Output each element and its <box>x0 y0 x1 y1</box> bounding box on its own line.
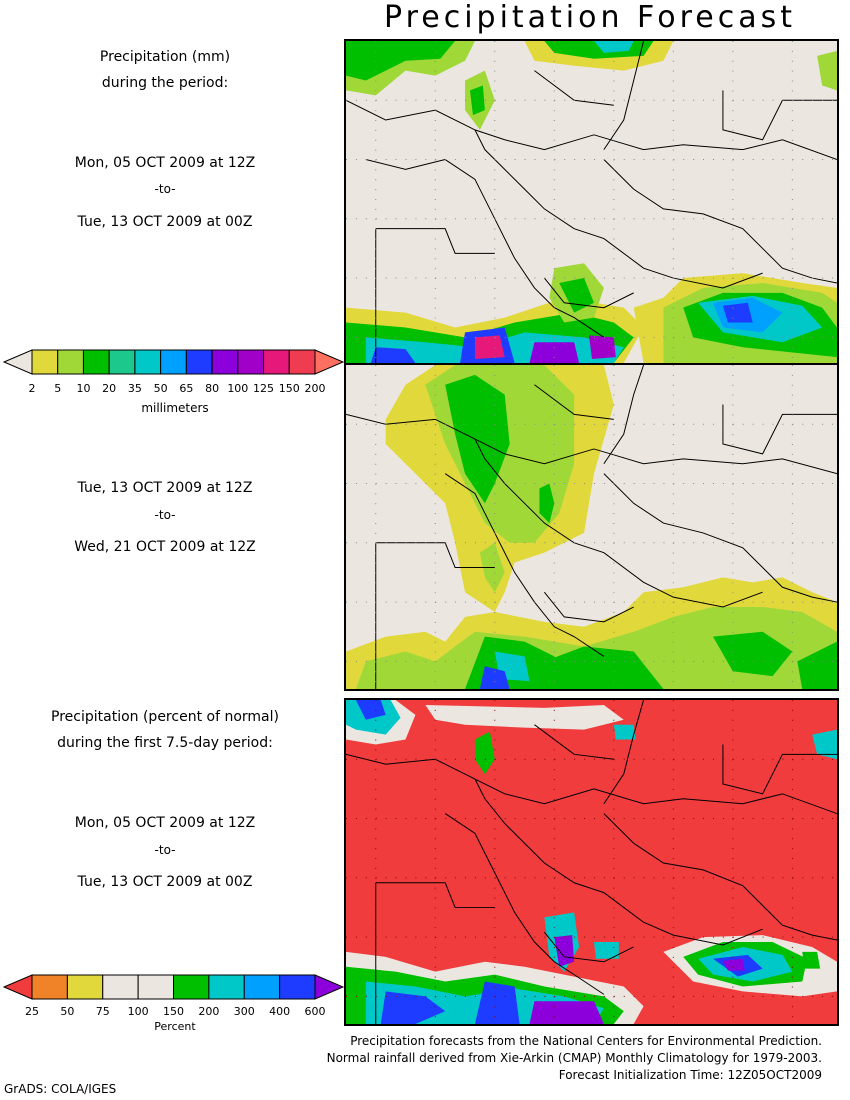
colorbar-mm-swatch <box>2 349 33 375</box>
colorbar-percent-swatch <box>137 974 174 1000</box>
colorbar-mm-tick-label: 65 <box>179 382 193 395</box>
precip-shading <box>346 41 837 363</box>
section2-to: -to- <box>154 508 176 522</box>
colorbar-percent: 25 50 75 100 150 200 300 400 600 Percent <box>0 973 345 1035</box>
colorbar-mm-swatch <box>263 349 290 375</box>
percent-shading <box>346 700 837 1024</box>
map-panel-week2-precip <box>344 363 839 691</box>
colorbar-percent-swatch <box>31 974 68 1000</box>
colorbar-mm-tick-label: 150 <box>279 382 300 395</box>
colorbar-mm-swatch <box>314 349 345 375</box>
section1-heading-line1: Precipitation (mm) <box>99 49 231 65</box>
colorbar-percent-tick-label: 200 <box>198 1005 219 1018</box>
colorbar-mm-tick-label: 5 <box>54 382 61 395</box>
section1-end-date: Tue, 13 OCT 2009 at 00Z <box>77 214 253 230</box>
footer-line1: Precipitation forecasts from the Nationa… <box>350 1034 822 1048</box>
section3-to: -to- <box>154 843 176 857</box>
colorbar-percent-tick-label: 600 <box>305 1005 326 1018</box>
colorbar-percent-tick-label: 50 <box>60 1005 74 1018</box>
colorbar-mm-tick-label: 2 <box>29 382 36 395</box>
section3-end-date: Tue, 13 OCT 2009 at 00Z <box>77 874 253 890</box>
colorbar-mm-swatch <box>82 349 110 375</box>
colorbar-mm-swatch <box>160 349 187 375</box>
colorbar-mm-swatch <box>108 349 136 375</box>
colorbar-mm-tick-label: 20 <box>102 382 116 395</box>
colorbar-percent-swatch <box>173 974 210 1000</box>
colorbar-mm-swatch <box>185 349 213 375</box>
colorbar-mm-tick-label: 80 <box>205 382 219 395</box>
colorbar-mm-swatch <box>288 349 316 375</box>
colorbar-mm-tick-label: 100 <box>227 382 248 395</box>
colorbar-percent-tick-label: 300 <box>234 1005 255 1018</box>
footer-line2: Normal rainfall derived from Xie-Arkin (… <box>326 1051 822 1065</box>
colorbar-percent-tick-label: 75 <box>96 1005 110 1018</box>
section3-start-date: Mon, 05 OCT 2009 at 12Z <box>74 815 256 831</box>
colorbar-percent-unit: Percent <box>154 1020 196 1033</box>
map-panel-percent-normal <box>344 698 839 1026</box>
colorbar-mm-unit: millimeters <box>141 401 208 415</box>
coastlines <box>346 365 837 689</box>
grads-credit: GrADS: COLA/IGES <box>4 1082 117 1096</box>
section1-to: -to- <box>154 182 176 196</box>
colorbar-percent-swatch <box>314 974 345 1000</box>
colorbar-mm-swatch <box>211 349 239 375</box>
colorbar-mm-tick-label: 10 <box>76 382 90 395</box>
section1-heading-line2: during the period: <box>101 75 229 91</box>
colorbar-percent-swatch <box>66 974 104 1000</box>
section1-start-date: Mon, 05 OCT 2009 at 12Z <box>74 155 256 171</box>
colorbar-percent-tick-label: 100 <box>128 1005 149 1018</box>
colorbar-percent-tick-label: 150 <box>163 1005 184 1018</box>
colorbar-percent-swatch <box>2 974 33 1000</box>
colorbar-mm-tick-label: 125 <box>253 382 274 395</box>
colorbar-mm-swatch <box>57 349 84 375</box>
section3-heading-line1: Precipitation (percent of normal) <box>51 709 279 725</box>
coastlines <box>346 700 837 1024</box>
colorbar-mm-swatch <box>134 349 162 375</box>
colorbar-percent-swatch <box>208 974 245 1000</box>
colorbar-percent-tick-label: 400 <box>269 1005 290 1018</box>
colorbar-percent-swatch <box>279 974 316 1000</box>
colorbar-mm-tick-label: 200 <box>305 382 326 395</box>
colorbar-percent-swatch <box>243 974 281 1000</box>
colorbar-mm-tick-label: 50 <box>154 382 168 395</box>
footer-credits: Precipitation forecasts from the Nationa… <box>327 1033 822 1084</box>
colorbar-percent-swatch <box>102 974 139 1000</box>
precip-shading <box>346 365 837 689</box>
chart-title: Precipitation Forecast <box>384 0 796 35</box>
section3-heading-line2: during the first 7.5-day period: <box>57 735 273 751</box>
colorbar-mm-swatch <box>31 349 59 375</box>
colorbar-mm-tick-label: 35 <box>128 382 142 395</box>
section2-start-date: Tue, 13 OCT 2009 at 12Z <box>77 480 253 496</box>
colorbar-mm: 2 5 10 20 35 50 65 80 100 125 150 200 millimeters <box>0 348 345 418</box>
section2-end-date: Wed, 21 OCT 2009 at 12Z <box>74 539 256 555</box>
footer-line3: Forecast Initialization Time: 12Z05OCT20… <box>558 1068 822 1082</box>
colorbar-percent-tick-label: 25 <box>25 1005 39 1018</box>
colorbar-mm-swatch <box>237 349 265 375</box>
map-panel-week1-precip <box>344 39 839 365</box>
